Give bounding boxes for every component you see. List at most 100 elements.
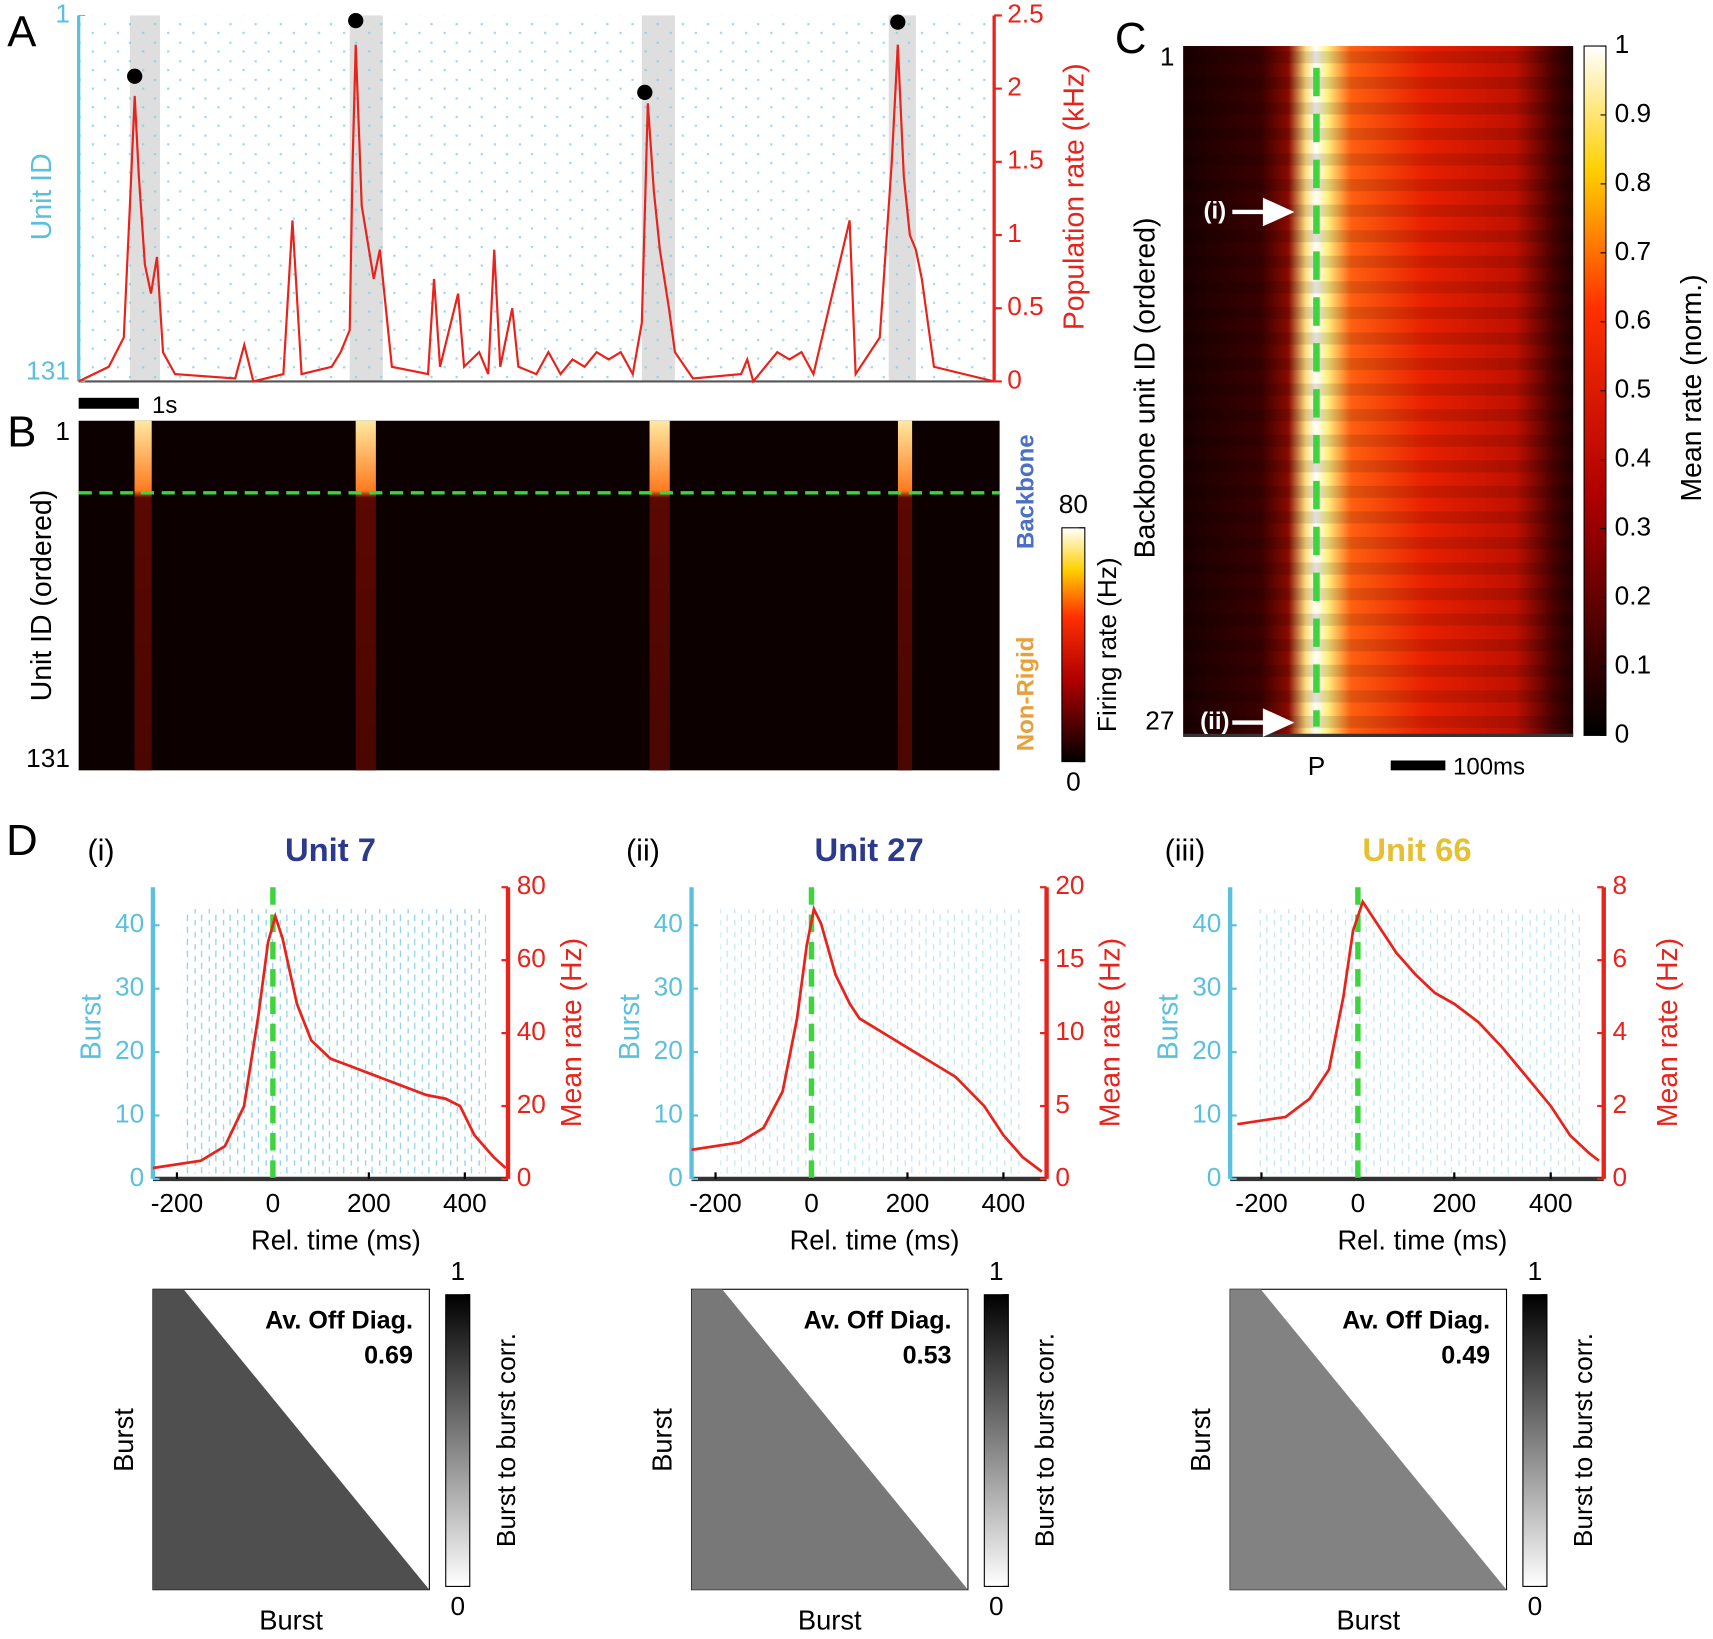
y2-tick-label: 8 [1612,870,1627,900]
scale-bar-label: 100ms [1453,753,1525,780]
y-tick-label: 0 [668,1162,683,1192]
colorbar-tick-label: 1 [1528,1256,1543,1286]
y-tick-label: 20 [1192,1035,1221,1065]
y2-tick-label: 40 [517,1016,546,1046]
raster [181,909,487,1174]
x-tick-label: 400 [443,1188,487,1218]
y2-tick-label: 1.5 [1007,145,1043,175]
sub-label: (ii) [626,833,660,867]
x-tick-label: -200 [151,1188,203,1218]
y-axis-label: Burst [614,994,646,1060]
burst-stripe [897,420,913,771]
x-tick-label: 0 [804,1188,819,1218]
raster [720,909,1025,1174]
x-tick-label: 200 [347,1188,391,1218]
y2-axis-label: Population rate (kHz) [1059,63,1091,330]
colorbar-tick-label: 1 [450,1256,465,1286]
burst-stripe [134,420,152,771]
heatmap-rows [1183,46,1574,736]
x-tick-label: P [1308,751,1325,781]
y2-tick-label: 0 [1007,364,1022,394]
y-tick-label: 0 [1207,1162,1222,1192]
colorbar-label: Burst to burst corr. [491,1333,521,1547]
peak-marker [127,68,143,84]
colorbar-label: Burst to burst corr. [1568,1333,1598,1547]
panel-letter: C [1115,14,1147,63]
y2-tick-label: 5 [1055,1089,1070,1119]
colorbar-tick-label: 0.6 [1615,305,1651,335]
y2-tick-label: 0 [1055,1162,1070,1192]
matrix-value: 0.69 [364,1342,413,1370]
raster [78,15,995,382]
colorbar-label: Mean rate (norm.) [1676,274,1708,501]
colorbar-tick-label: 0 [450,1591,465,1621]
peak-marker [890,14,906,30]
y-tick-label: 27 [1145,706,1174,736]
y2-tick-label: 20 [517,1089,546,1119]
y-tick-label: 131 [26,743,70,773]
y2-tick-label: 10 [1055,1016,1084,1046]
sub-label: (iii) [1165,833,1206,867]
y2-tick-label: 4 [1612,1016,1627,1046]
y-tick-label: 1 [55,416,70,446]
x-tick-label: 0 [266,1188,281,1218]
colorbar-tick-label: 0 [1066,766,1081,796]
y-tick-label: 20 [654,1035,683,1065]
y2-tick-label: 0 [1612,1162,1627,1192]
colorbar-tick-label: 0.7 [1615,236,1651,266]
corr-matrix [691,1289,968,1590]
x-tick-label: 200 [886,1188,930,1218]
matrix-value: 0.49 [1441,1342,1490,1370]
colorbar-tick-label: 0.3 [1615,511,1651,541]
y-tick-label: 131 [26,356,70,386]
matrix-annotation: Av. Off Diag. [1342,1307,1490,1335]
burst-stripe [649,420,670,771]
scale-bar [78,397,139,409]
y-tick-label: 0 [130,1162,145,1192]
rate-line [152,911,507,1170]
colorbar-tick-label: 0.2 [1615,580,1651,610]
colorbar-tick-label: 0.9 [1615,98,1651,128]
scale-bar [1390,760,1446,771]
x-axis-label: Rel. time (ms) [251,1225,421,1256]
panel-title: Unit 7 [285,831,376,868]
panel-title: Unit 27 [814,831,923,868]
colorbar [983,1294,1009,1587]
y2-axis-label: Mean rate (Hz) [1652,938,1684,1127]
matrix-annotation: Av. Off Diag. [804,1307,952,1335]
rate-line [78,44,995,384]
y2-axis-label: Mean rate (Hz) [556,938,588,1127]
x-tick-label: 0 [1351,1188,1366,1218]
y2-tick-label: 6 [1612,943,1627,973]
scale-bar-label: 1s [152,392,177,419]
y2-tick-label: 80 [517,870,546,900]
y-tick-label: 30 [1192,972,1221,1002]
x-tick-label: -200 [689,1188,741,1218]
y-tick-label: 10 [654,1098,683,1128]
colorbar-label: Burst to burst corr. [1030,1333,1060,1547]
colorbar [445,1294,471,1587]
matrix-x-label: Burst [798,1605,862,1636]
colorbar-tick-label: 1 [1615,29,1630,59]
matrix-annotation: Av. Off Diag. [265,1307,413,1335]
y-axis-label: Burst [75,994,107,1060]
y2-tick-label: 2 [1007,72,1022,102]
group-label: Non-Rigid [1012,637,1039,752]
colorbar-label: Firing rate (Hz) [1092,557,1122,732]
matrix-x-label: Burst [259,1605,323,1636]
x-axis-label: Rel. time (ms) [790,1225,960,1256]
heatmap [78,420,1000,771]
panel-letter: D [6,816,38,865]
arrow-label: (ii) [1200,708,1229,735]
matrix-value: 0.53 [903,1342,952,1370]
y-tick-label: 30 [654,972,683,1002]
x-tick-label: -200 [1235,1188,1287,1218]
y-axis-label: Unit ID [26,153,58,240]
colorbar-tick-label: 0.4 [1615,443,1651,473]
y-axis-label: Burst [1153,994,1185,1060]
y-tick-label: 30 [115,972,144,1002]
x-tick-label: 400 [1529,1188,1573,1218]
panel-title: Unit 66 [1362,831,1471,868]
y-tick-label: 40 [654,908,683,938]
